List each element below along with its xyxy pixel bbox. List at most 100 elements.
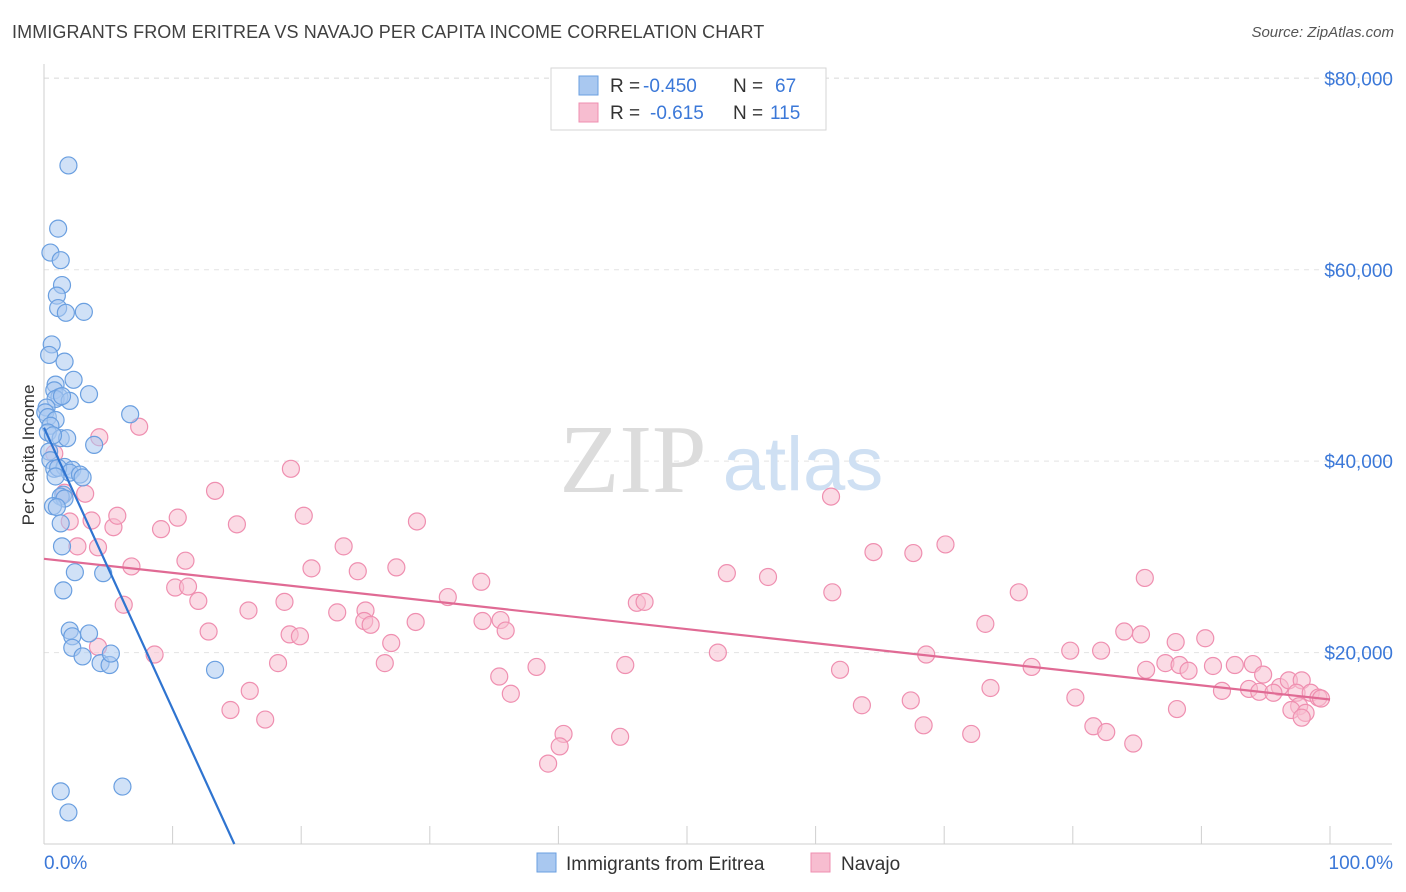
eritrea-point: [64, 370, 83, 389]
navajo-point: [189, 591, 208, 611]
navajo-point: [130, 417, 149, 436]
navajo-point: [904, 543, 923, 563]
y-tick-label: $20,000: [1324, 644, 1393, 665]
eritrea-point: [79, 624, 99, 643]
eritrea-point: [59, 803, 78, 822]
navajo-trend-line: [43, 557, 1331, 701]
navajo-point: [275, 592, 294, 611]
navajo-point: [864, 542, 883, 562]
eritrea-point: [52, 537, 72, 556]
navajo-point: [1135, 568, 1154, 588]
source-label: Source: ZipAtlas.com: [1251, 24, 1394, 41]
navajo-point: [550, 737, 569, 756]
eritrea-point: [55, 352, 74, 371]
navajo-point: [1131, 625, 1151, 644]
eritrea-point: [65, 563, 84, 582]
legend-n-value-eritrea: 67: [775, 76, 796, 97]
eritrea-point: [94, 564, 113, 583]
legend-n-value-navajo: 115: [770, 103, 800, 124]
navajo-point: [1196, 629, 1215, 648]
navajo-point: [76, 484, 95, 503]
navajo-point: [68, 537, 87, 556]
navajo-point: [122, 557, 141, 576]
x-tick-label: 100.0%: [1329, 853, 1394, 874]
navajo-point: [527, 657, 546, 677]
eritrea-point: [205, 660, 225, 679]
eritrea-point: [121, 405, 140, 424]
navajo-point: [168, 508, 187, 527]
navajo-point: [473, 611, 492, 631]
watermark: ZIP atlas: [560, 406, 884, 514]
navajo-point: [281, 459, 301, 478]
navajo-point: [708, 643, 727, 662]
eritrea-point: [79, 385, 99, 404]
eritrea-point: [47, 498, 66, 517]
navajo-point: [302, 559, 321, 578]
navajo-point: [221, 700, 240, 720]
navajo-point: [438, 587, 457, 607]
navajo-point: [901, 691, 920, 710]
navajo-point: [1167, 699, 1187, 719]
series-legend: Immigrants from Eritrea Navajo: [536, 852, 900, 875]
navajo-point: [114, 595, 133, 614]
trend-lines: [42, 427, 1331, 845]
navajo-point: [501, 684, 520, 703]
navajo-points: [45, 417, 1331, 773]
eritrea-point: [49, 219, 68, 238]
y-axis-label: Per Capita Income: [19, 385, 38, 526]
y-tick-label: $40,000: [1324, 452, 1393, 473]
navajo-point: [240, 681, 259, 700]
legend-item-navajo-swatch: [810, 852, 831, 873]
navajo-point: [1066, 688, 1085, 707]
navajo-point: [1292, 708, 1311, 727]
eritrea-point: [51, 514, 70, 533]
navajo-point: [936, 535, 955, 554]
navajo-point: [717, 564, 736, 583]
eritrea-point: [52, 386, 72, 406]
navajo-point: [178, 577, 198, 596]
navajo-point: [539, 754, 558, 773]
navajo-point: [976, 614, 995, 633]
navajo-point: [914, 716, 933, 735]
navajo-point: [1091, 641, 1111, 660]
navajo-point: [635, 592, 654, 611]
navajo-point: [616, 655, 635, 675]
navajo-point: [1137, 660, 1156, 679]
navajo-point: [758, 567, 778, 587]
watermark-atlas: atlas: [723, 422, 884, 507]
legend-item-eritrea-swatch: [536, 852, 557, 873]
x-tick-labels: 0.0% 100.0%: [44, 853, 1393, 874]
navajo-point: [1203, 656, 1223, 676]
eritrea-point: [46, 467, 65, 486]
navajo-point: [1115, 622, 1134, 641]
y-tick-label: $60,000: [1324, 261, 1393, 282]
navajo-point: [227, 515, 246, 534]
navajo-point: [472, 572, 491, 591]
navajo-point: [334, 537, 353, 556]
legend-n-label-navajo: N =: [733, 103, 763, 124]
navajo-point: [981, 678, 1000, 698]
navajo-point: [328, 603, 347, 622]
navajo-point: [294, 506, 313, 525]
eritrea-point: [59, 156, 78, 175]
eritrea-points: [36, 156, 225, 822]
watermark-zip: ZIP: [560, 406, 707, 514]
navajo-point: [361, 615, 380, 634]
navajo-point: [151, 520, 171, 539]
gridlines: [44, 77, 1392, 654]
navajo-point: [1225, 655, 1244, 675]
navajo-point: [1254, 665, 1273, 684]
navajo-point: [821, 487, 841, 506]
navajo-point: [406, 612, 425, 632]
navajo-point: [290, 627, 310, 646]
navajo-point: [490, 667, 509, 686]
navajo-point: [268, 654, 288, 673]
eritrea-point: [51, 251, 70, 270]
legend-swatch-navajo: [578, 102, 599, 123]
eritrea-point: [51, 782, 70, 801]
navajo-point: [375, 654, 394, 673]
navajo-point: [256, 710, 275, 729]
navajo-point: [407, 512, 427, 531]
eritrea-point: [113, 777, 132, 796]
